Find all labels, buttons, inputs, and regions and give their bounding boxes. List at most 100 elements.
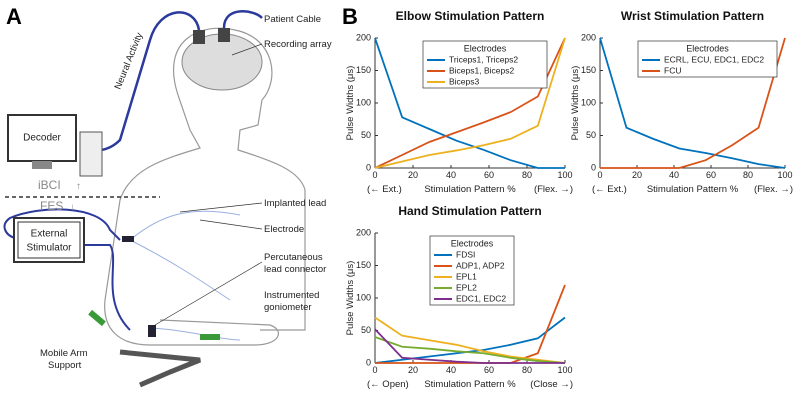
monitor	[7, 114, 77, 162]
neural-activity-label: Neural Activity	[113, 31, 146, 91]
x-tick-label: 80	[743, 170, 753, 180]
connector	[193, 30, 205, 44]
callout: Instrumented	[264, 290, 319, 301]
connector	[218, 28, 230, 42]
stimulator-label: External	[31, 229, 68, 240]
series-line	[374, 37, 565, 169]
series-line	[600, 37, 786, 169]
y-axis-label: Pulse Widths (μs)	[345, 261, 356, 336]
callout: Support	[48, 360, 82, 371]
chart-title: Hand Stimulation Pattern	[398, 204, 541, 218]
y-tick-label: 150	[356, 65, 371, 75]
goniometer	[88, 309, 106, 327]
monitor-stand	[32, 161, 52, 169]
callout: Implanted lead	[264, 198, 326, 209]
y-tick-label: 200	[356, 32, 371, 42]
x-tick-label: 100	[777, 170, 792, 180]
ibci-label: iBCI	[38, 178, 61, 192]
x-axis-label: Stimulation Pattern %	[647, 184, 739, 195]
series-line	[374, 37, 566, 169]
stimulator-label: Stimulator	[26, 243, 72, 254]
legend-box	[637, 40, 778, 78]
series-line	[374, 316, 566, 364]
legend-label: EDC1, EDC2	[456, 293, 506, 303]
stimulator-inner	[17, 221, 81, 259]
x-tick-label: 20	[632, 170, 642, 180]
x-tick-label: 80	[522, 365, 532, 375]
x-axis-label: (Close →)	[530, 379, 573, 390]
legend-box	[429, 235, 515, 306]
leader	[154, 261, 263, 326]
legend-label: FDSI	[456, 249, 475, 259]
y-axis-label: Pulse Widths (μs)	[345, 66, 356, 141]
x-tick-label: 0	[597, 170, 602, 180]
legend-label: FCU	[664, 65, 681, 75]
chart-title: Wrist Stimulation Pattern	[621, 9, 764, 23]
x-tick-label: 0	[372, 365, 377, 375]
fes-label: FES	[40, 199, 63, 213]
y-tick-label: 50	[361, 130, 371, 140]
y-tick-label: 100	[356, 292, 371, 302]
series-line	[374, 328, 565, 364]
legend-label: ECRL, ECU, EDC1, EDC2	[664, 54, 764, 64]
leader	[199, 219, 263, 230]
decoder-label: Decoder	[23, 133, 61, 144]
series-line	[599, 37, 786, 169]
x-tick-label: 60	[484, 365, 494, 375]
x-tick-label: 60	[484, 170, 494, 180]
x-tick-label: 60	[706, 170, 716, 180]
legend-label: Triceps1, Triceps2	[449, 54, 518, 64]
x-tick-label: 20	[408, 365, 418, 375]
series-line	[374, 37, 566, 169]
legend-title: Electrodes	[464, 43, 507, 53]
y-axis-label: Pulse Widths (μs)	[570, 66, 581, 141]
legend-title: Electrodes	[686, 43, 729, 53]
y-tick-label: 0	[591, 162, 596, 172]
arm-support	[119, 349, 201, 388]
y-tick-label: 0	[366, 357, 371, 367]
x-axis-label: (← Ext.)	[592, 184, 627, 195]
x-tick-label: 100	[557, 365, 572, 375]
arrow: ↑	[76, 181, 81, 192]
leader	[179, 202, 263, 213]
callout: Electrode	[264, 224, 304, 235]
panel-label: B	[342, 4, 358, 29]
y-tick-label: 200	[581, 32, 596, 42]
series-line	[374, 336, 566, 364]
callout: goniometer	[264, 302, 312, 313]
illustration: A Decoder iBCI ↑ FES ↓ External Stimulat…	[3, 4, 332, 388]
x-axis-label: (Flex. →)	[534, 184, 573, 195]
legend-label: Biceps3	[449, 76, 480, 86]
goniometer	[200, 334, 220, 340]
x-axis-label: (Flex. →)	[754, 184, 793, 195]
x-tick-label: 40	[446, 170, 456, 180]
computer	[79, 131, 103, 177]
cable	[85, 244, 131, 331]
legend-label: EPL2	[456, 282, 477, 292]
y-tick-label: 0	[366, 162, 371, 172]
cable	[99, 11, 201, 152]
chart-title: Elbow Stimulation Pattern	[396, 9, 545, 23]
body-outline	[172, 27, 306, 331]
callout: Recording array	[264, 39, 332, 50]
y-tick-label: 200	[356, 227, 371, 237]
x-axis-label: (← Open)	[367, 379, 409, 390]
cable	[3, 208, 121, 241]
x-axis-label: Stimulation Pattern %	[424, 184, 516, 195]
cable	[222, 10, 263, 29]
legend-title: Electrodes	[451, 238, 494, 248]
connector	[148, 325, 156, 337]
legend-label: EPL1	[456, 271, 477, 281]
connector	[122, 236, 134, 242]
legend-box	[422, 40, 548, 89]
arm-outline	[104, 94, 280, 346]
x-tick-label: 40	[446, 365, 456, 375]
y-tick-label: 150	[581, 65, 596, 75]
y-tick-label: 100	[581, 97, 596, 107]
x-tick-label: 40	[669, 170, 679, 180]
y-tick-label: 50	[586, 130, 596, 140]
